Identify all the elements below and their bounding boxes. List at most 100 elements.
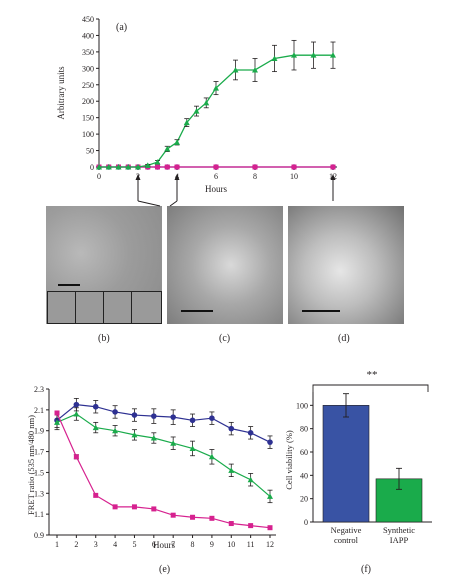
- scale-bar: [302, 310, 340, 312]
- data-point: [54, 410, 60, 416]
- x-tick-label: 5: [132, 540, 136, 549]
- micrograph-b-inset-2: [75, 291, 104, 324]
- data-point: [330, 164, 336, 170]
- data-point: [183, 119, 190, 126]
- micrograph-b-inset-4: [131, 291, 162, 324]
- scale-bar: [181, 310, 213, 312]
- data-point: [190, 514, 196, 520]
- data-point: [73, 454, 79, 460]
- data-point: [112, 409, 118, 415]
- micrograph-b-inset-1: [47, 291, 76, 324]
- y-tick-label: 60: [300, 448, 308, 457]
- series-line: [56, 412, 271, 529]
- y-tick-label: 200: [82, 97, 94, 106]
- data-point: [247, 476, 254, 483]
- data-point: [105, 164, 112, 170]
- bar: [322, 405, 370, 523]
- panel-label-e: (e): [159, 564, 170, 575]
- data-point: [310, 52, 317, 58]
- data-point: [170, 440, 177, 446]
- data-point: [112, 427, 119, 434]
- data-point: [73, 411, 80, 417]
- data-point: [203, 99, 210, 106]
- arrow-head: [330, 174, 336, 180]
- data-point: [291, 164, 297, 170]
- data-point: [208, 453, 215, 460]
- chart-f-significance: **: [367, 369, 378, 381]
- panel-label-c: (c): [219, 333, 230, 344]
- y-tick-label: 450: [82, 15, 94, 24]
- data-point: [73, 401, 80, 408]
- y-tick-label: 40: [300, 471, 308, 480]
- x-tick-label: 10: [290, 172, 298, 181]
- data-point: [174, 164, 180, 170]
- data-point: [228, 425, 235, 432]
- y-tick-label: 2.3: [34, 385, 44, 394]
- data-point: [131, 431, 138, 438]
- panel-label-f: (f): [361, 564, 371, 575]
- chart-e: 0.91.11.31.51.71.92.12.31 2 3 4 5 6 7 8 9 10 11 12: [34, 385, 276, 549]
- chart-e-ylabel: FRET ratio (535 nm/480 nm): [26, 415, 36, 515]
- data-point: [267, 439, 273, 445]
- data-point: [93, 492, 99, 498]
- data-point: [252, 164, 258, 170]
- y-tick-label: 300: [82, 64, 94, 73]
- data-point: [135, 164, 141, 170]
- y-tick-label: 1.7: [34, 448, 44, 457]
- data-point: [112, 504, 118, 510]
- data-point: [209, 515, 215, 521]
- y-tick-label: 80: [300, 425, 308, 434]
- data-point: [131, 504, 137, 510]
- chart-e-xlabel: Hours: [153, 540, 175, 550]
- data-point: [115, 164, 122, 170]
- arrow-head: [135, 174, 141, 180]
- data-point: [150, 435, 157, 441]
- data-point: [189, 445, 196, 451]
- data-point: [252, 66, 258, 73]
- data-point: [92, 403, 99, 410]
- arrow-connector: [137, 200, 161, 207]
- data-point: [155, 164, 160, 170]
- x-tick-label: 11: [247, 540, 255, 549]
- scale-bar: [58, 284, 80, 286]
- series-line: [56, 413, 271, 497]
- data-point: [213, 85, 219, 91]
- data-point: [92, 424, 99, 431]
- data-point: [228, 521, 234, 527]
- panel-label-a: (a): [116, 22, 127, 33]
- data-point: [151, 506, 157, 512]
- bar: [375, 478, 423, 523]
- data-point: [247, 430, 254, 436]
- data-point: [193, 108, 200, 114]
- arrow-connector: [169, 200, 178, 207]
- y-tick-label: 0: [304, 518, 308, 527]
- x-tick-label: 12: [266, 540, 274, 549]
- data-point: [164, 145, 171, 152]
- micrograph-c: [167, 206, 283, 324]
- y-tick-label: 1.1: [34, 510, 44, 519]
- data-point: [271, 55, 278, 61]
- y-tick-label: 1.5: [34, 468, 44, 477]
- data-point: [267, 493, 273, 499]
- data-point: [151, 413, 157, 419]
- chart-a: 050100150200250300350400450024681012: [82, 15, 337, 207]
- data-point: [170, 414, 176, 420]
- micrograph-d: [288, 206, 404, 324]
- y-tick-label: 1.3: [34, 489, 44, 498]
- micrograph-b-inset-3: [103, 291, 132, 324]
- x-tick-label: 8: [191, 540, 195, 549]
- data-point: [291, 52, 297, 58]
- micrograph-b: [46, 206, 162, 324]
- chart-f-ylabel: Cell viability (%): [284, 430, 294, 490]
- data-point: [144, 162, 151, 168]
- data-point: [125, 164, 132, 170]
- data-point: [267, 525, 273, 531]
- data-point: [232, 66, 239, 73]
- y-tick-label: 50: [86, 147, 94, 156]
- y-tick-label: 350: [82, 48, 94, 57]
- panel-label-d: (d): [338, 333, 350, 344]
- category-label: Synthetic: [383, 525, 415, 535]
- chart-a-ylabel: Arbitrary units: [56, 66, 66, 120]
